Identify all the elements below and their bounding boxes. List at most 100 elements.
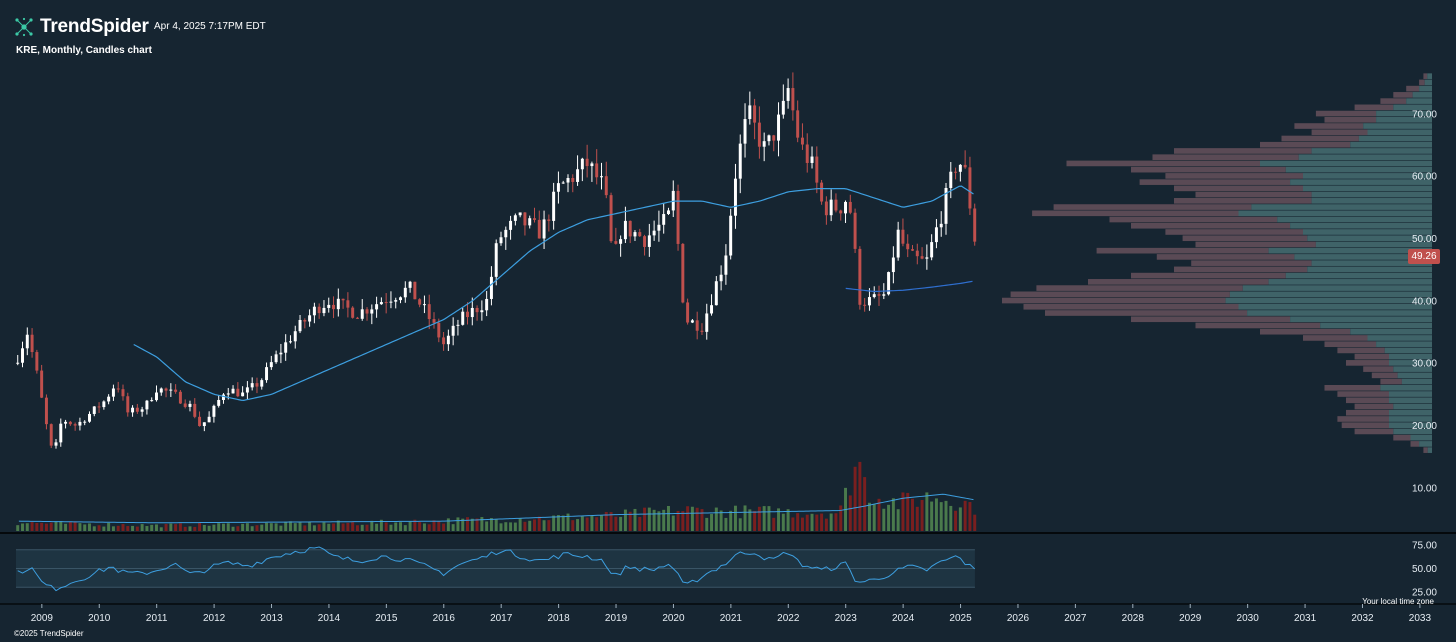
volume-bar — [327, 523, 331, 531]
volume-bar — [963, 500, 967, 531]
volume-bar — [341, 523, 345, 531]
y-tick-label: 30.00 — [1412, 359, 1437, 370]
volume-bar — [777, 508, 781, 531]
x-tick-label: 2025 — [949, 613, 972, 624]
x-tick-label: 2024 — [892, 613, 915, 624]
profile-bar-sell — [1139, 179, 1291, 185]
candle-body — [169, 389, 173, 391]
volume-bar — [375, 523, 379, 531]
rsi-tick-label: 25.00 — [1412, 588, 1437, 599]
volume-bar — [848, 495, 852, 531]
candle-body — [958, 164, 962, 172]
candle-body — [456, 324, 460, 326]
candle-body — [705, 313, 709, 332]
volume-bar — [633, 508, 637, 531]
profile-bar-sell — [1165, 229, 1303, 235]
candle-body — [241, 392, 245, 397]
volume-bar — [767, 506, 771, 531]
profile-bar-buy — [1389, 416, 1432, 422]
volume-bar — [293, 523, 297, 531]
candle-body — [911, 249, 914, 251]
volume-bar — [643, 507, 647, 531]
volume-bar — [690, 506, 694, 531]
x-tick-label: 2023 — [835, 613, 858, 624]
candle-body — [116, 388, 120, 390]
candle-body — [73, 424, 77, 426]
candle-body — [518, 212, 522, 216]
volume-bar — [40, 522, 44, 531]
candle-body — [767, 135, 771, 142]
candle-body — [623, 220, 627, 240]
candle-body — [643, 236, 647, 247]
candle-body — [293, 331, 297, 342]
candle-body — [848, 201, 852, 213]
volume-bar — [312, 525, 316, 531]
candle-body — [939, 223, 943, 228]
candle-body — [54, 442, 58, 446]
volume-bar — [451, 524, 455, 531]
volume-bar — [64, 523, 68, 531]
volume-bar — [480, 517, 484, 531]
profile-bar-buy — [1410, 434, 1432, 441]
volume-bar — [446, 518, 450, 531]
profile-bar-buy — [1285, 272, 1432, 279]
volume-bar — [437, 521, 441, 531]
profile-bar-buy — [1294, 254, 1432, 260]
candle-body — [178, 391, 182, 404]
profile-bar-buy — [1247, 310, 1432, 316]
profile-bar-sell — [1406, 85, 1420, 92]
candle-body — [159, 388, 163, 393]
volume-bar — [853, 466, 857, 531]
candle-body — [489, 276, 493, 299]
volume-bar — [336, 520, 340, 531]
x-tick-label: 2030 — [1237, 613, 1260, 624]
candle-body — [930, 242, 934, 258]
volume-bar — [279, 525, 283, 531]
volume-bar — [810, 513, 814, 531]
long-moving-average-line — [845, 280, 973, 293]
volume-bar — [757, 506, 761, 531]
volume-bar — [700, 509, 704, 531]
candle-body — [437, 322, 441, 338]
volume-bar — [250, 526, 254, 531]
candle-body — [308, 315, 312, 322]
volume-bar — [241, 523, 245, 531]
candle-body — [135, 407, 139, 412]
volume-bar — [351, 522, 355, 531]
profile-bar-buy — [1242, 285, 1432, 291]
candle-body — [499, 237, 503, 244]
candle-body — [710, 305, 714, 314]
volume-bar — [255, 525, 259, 531]
y-tick-label: 70.00 — [1412, 109, 1437, 120]
trendspider-logo-icon — [15, 17, 33, 37]
profile-bar-buy — [1384, 347, 1432, 354]
x-tick-label: 2011 — [146, 613, 168, 624]
candle-body — [312, 306, 316, 316]
volume-bar — [365, 524, 369, 531]
candle-body — [690, 320, 694, 323]
candle-body — [800, 137, 804, 145]
profile-bar-sell — [1131, 316, 1291, 323]
profile-bar-buy — [1376, 110, 1432, 117]
volume-bar — [394, 522, 398, 531]
profile-bar-buy — [1393, 428, 1432, 435]
candle-body — [590, 163, 594, 167]
candle-body — [370, 309, 374, 314]
candle-body — [466, 311, 469, 318]
profile-bar-sell — [1152, 154, 1299, 161]
volume-bar — [284, 521, 288, 531]
volume-bar — [135, 526, 139, 531]
brand-name: TrendSpider — [40, 16, 149, 37]
candle-body — [260, 380, 264, 387]
volume-ma-line — [18, 493, 974, 524]
profile-bar-sell — [1423, 73, 1428, 79]
candle-body — [815, 156, 819, 183]
volume-bar — [217, 523, 221, 531]
volume-bar — [188, 526, 192, 531]
candle-body — [274, 354, 278, 363]
volume-bar — [748, 509, 752, 531]
volume-bar — [604, 511, 608, 531]
candle-body — [303, 319, 307, 322]
candle-body — [188, 403, 192, 407]
